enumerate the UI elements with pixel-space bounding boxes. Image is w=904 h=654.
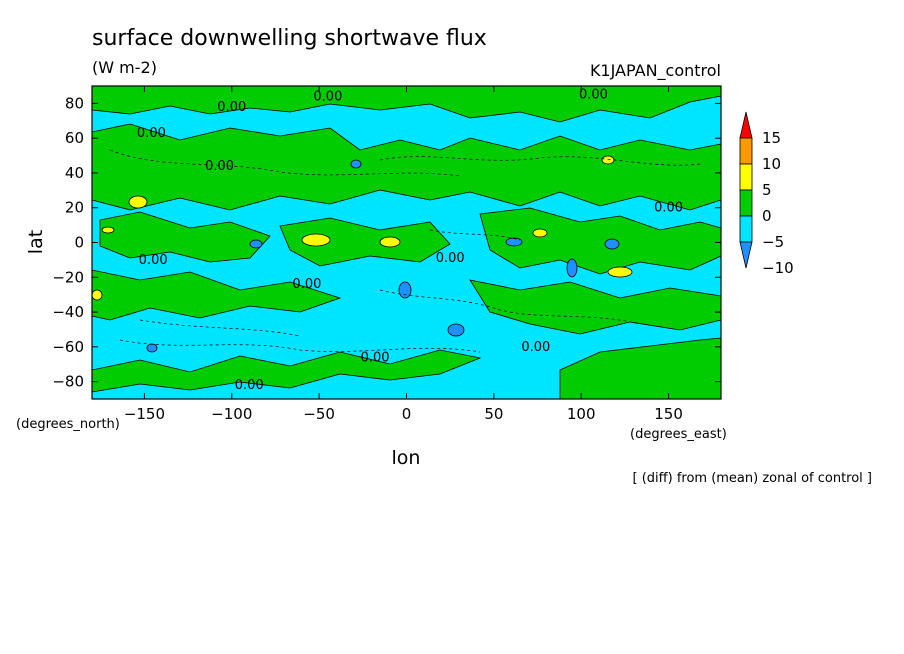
- colorbar-label: 10: [762, 155, 781, 173]
- region-north-band: [92, 123, 721, 211]
- y-axis: 80 60 40 20 0 −20 −40 −60 −80: [52, 94, 721, 391]
- colorbar-label: 15: [762, 129, 781, 147]
- x-unit-label: (degrees_east): [630, 427, 727, 442]
- region-blue-6: [146, 343, 158, 353]
- region-arctic: [92, 86, 721, 123]
- contour-label: 0.00: [139, 253, 168, 268]
- x-tick-label: 150: [654, 405, 683, 423]
- region-blue-2: [398, 281, 412, 299]
- positive-regions: [92, 86, 721, 399]
- region-yellow-1: [128, 195, 148, 209]
- region-blue-4: [566, 258, 578, 278]
- y-tick-label: 60: [65, 129, 84, 147]
- y-tick-label: 20: [65, 199, 84, 217]
- region-blue-7: [350, 159, 362, 169]
- low-negative-regions: [146, 159, 620, 353]
- y-tick-label: −20: [52, 268, 84, 286]
- dashed-contour-4: [379, 289, 641, 325]
- region-antarctic-east: [559, 337, 721, 399]
- y-unit-label: (degrees_north): [16, 417, 120, 432]
- x-tick-label: −100: [211, 405, 252, 423]
- contour-label: 0.00: [137, 126, 166, 141]
- region-tropical-west: [99, 211, 271, 263]
- contour-label: 0.00: [436, 251, 465, 266]
- x-tick-label: −50: [303, 405, 335, 423]
- region-yellow-2: [301, 233, 331, 247]
- colorbar-segment: [739, 137, 753, 165]
- colorbar-segment: [739, 189, 753, 217]
- region-yellow-7: [92, 289, 103, 301]
- y-tick-label: 0: [74, 234, 84, 252]
- y-tick-label: −40: [52, 303, 84, 321]
- region-south-east: [469, 279, 721, 335]
- region-tropical-east: [479, 207, 721, 275]
- x-axis: −150 −100 −50 0 50 100 150: [124, 86, 683, 423]
- contour-label: 0.00: [205, 159, 234, 174]
- contour-label: 0.00: [292, 277, 321, 292]
- chart-title: surface downwelling shortwave flux: [92, 26, 487, 51]
- plot-area: 0.00 0.00 0.00 0.00 0.00 0.00 0.00 0.00 0.00 0.00…: [92, 86, 721, 399]
- y-tick-label: 80: [65, 94, 84, 112]
- region-blue-5: [249, 239, 263, 249]
- contour-label: 0.00: [654, 201, 683, 216]
- x-tick-label: 100: [567, 405, 596, 423]
- y-axis-label: lat: [25, 230, 47, 254]
- region-tropical-central: [279, 217, 451, 267]
- x-tick-label: 50: [484, 405, 503, 423]
- y-tick-label: −60: [52, 338, 84, 356]
- colorbar-label: −5: [762, 233, 784, 251]
- negative-contours: [109, 149, 701, 353]
- x-tick-label: 0: [402, 405, 412, 423]
- dashed-contour-3: [119, 339, 481, 353]
- region-south-band: [92, 269, 342, 321]
- colorbar-label: 5: [762, 181, 772, 199]
- region-blue-3: [604, 238, 620, 250]
- colorbar-label: 0: [762, 207, 772, 225]
- dashed-contour-5: [139, 319, 301, 337]
- region-yellow-6: [601, 155, 615, 165]
- colorbar-segment: [739, 163, 753, 191]
- region-blue-8: [505, 237, 523, 247]
- region-yellow-8: [101, 226, 115, 234]
- contour-label: 0.00: [579, 88, 608, 103]
- colorbar: 15 10 5 0 −5 −10: [739, 111, 794, 277]
- colorbar-segment: [739, 215, 753, 243]
- x-axis-label: lon: [392, 447, 421, 469]
- x-tick-label: −150: [124, 405, 165, 423]
- y-tick-label: −80: [52, 373, 84, 391]
- contour-label: 0.00: [217, 100, 246, 115]
- y-tick-label: 40: [65, 164, 84, 182]
- colorbar-min-arrow: [739, 241, 753, 269]
- contour-label: 0.00: [361, 350, 390, 365]
- region-yellow-5: [607, 266, 633, 278]
- region-blue-1: [447, 323, 465, 337]
- contour-label: 0.00: [313, 89, 342, 104]
- high-positive-regions: [92, 155, 633, 301]
- region-southern-ocean: [92, 349, 482, 393]
- colorbar-max-arrow: [739, 111, 753, 139]
- contour-label: 0.00: [235, 378, 264, 393]
- region-yellow-3: [379, 236, 401, 248]
- dashed-contour-1: [109, 149, 461, 177]
- colorbar-label: −10: [762, 259, 794, 277]
- contour-labels: 0.00 0.00 0.00 0.00 0.00 0.00 0.00 0.00 0.00 0.00…: [137, 88, 683, 393]
- contour-label: 0.00: [521, 340, 550, 355]
- diff-note: [ (diff) from (mean) zonal of control ]: [633, 471, 872, 486]
- chart-units: (W m-2): [92, 58, 157, 77]
- region-yellow-4: [532, 228, 548, 238]
- experiment-label: K1JAPAN_control: [590, 61, 721, 81]
